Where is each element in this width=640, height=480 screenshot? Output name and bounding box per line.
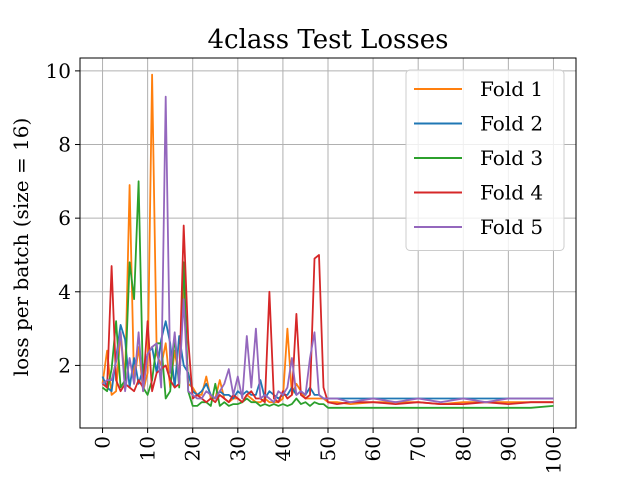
x-tick-label: 60	[361, 436, 385, 461]
legend-box	[405, 69, 565, 251]
series-layer	[101, 73, 554, 409]
x-tick-label: 10	[136, 436, 160, 461]
legend-label: Fold 5	[480, 215, 543, 239]
series-line-fold-3	[101, 180, 554, 409]
x-tick-label: 100	[541, 436, 565, 474]
y-tick-label: 4	[58, 280, 71, 304]
legend-label: Fold 1	[480, 77, 543, 101]
x-tick-label: 50	[316, 436, 340, 461]
chart-title: 4class Test Losses	[208, 25, 449, 55]
y-tick-label: 6	[58, 206, 71, 230]
y-tick-label: 2	[58, 353, 71, 377]
legend: Fold 1 Fold 2 Fold 3 Fold 4 Fold 5	[405, 69, 565, 251]
legend-label: Fold 3	[480, 146, 543, 170]
y-axis-label: loss per batch (size = 16)	[9, 118, 33, 377]
x-tick-label: 70	[406, 436, 430, 461]
x-tick-label: 40	[271, 436, 295, 461]
legend-label: Fold 2	[480, 112, 543, 136]
series-line-fold-4	[101, 224, 554, 406]
ticks: 0 10 20 30 40 50 60 70 80 90 100 2 4 6 8 10	[46, 59, 566, 474]
x-tick-label: 0	[91, 436, 115, 449]
x-tick-label: 90	[496, 436, 520, 461]
legend-label: Fold 4	[480, 181, 543, 205]
y-tick-label: 10	[46, 59, 71, 83]
y-tick-label: 8	[58, 133, 71, 157]
series-line-fold-5	[101, 95, 554, 404]
x-tick-label: 30	[226, 436, 250, 461]
x-tick-label: 20	[181, 436, 205, 461]
x-tick-label: 80	[451, 436, 475, 461]
